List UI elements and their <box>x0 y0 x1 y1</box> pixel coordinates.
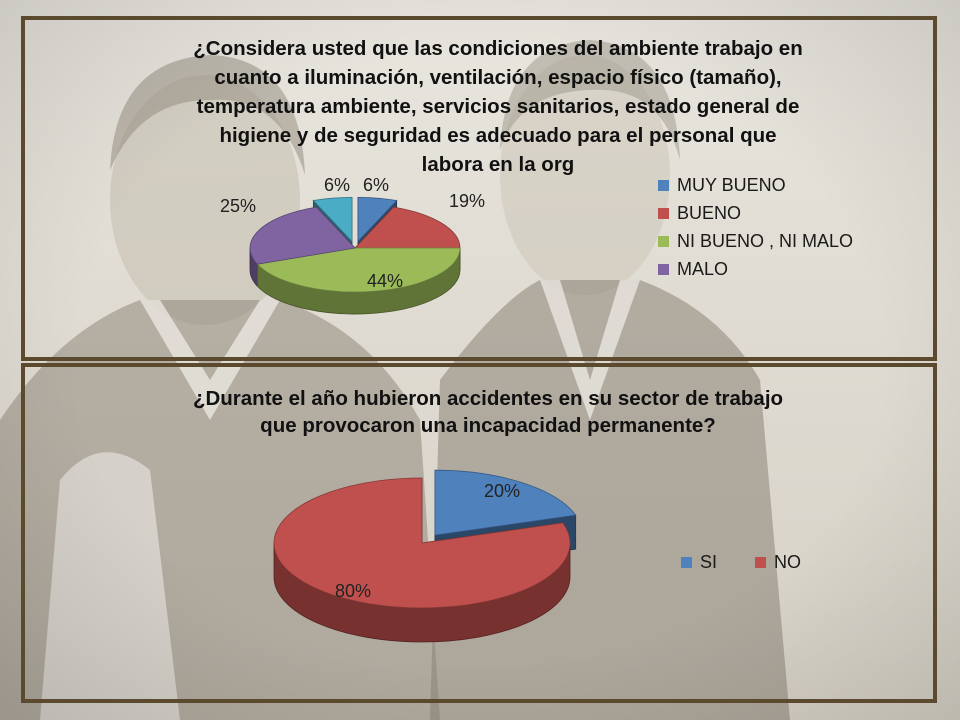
legend-label: MUY BUENO <box>677 174 786 195</box>
chart-2-legend: SI NO <box>681 552 839 573</box>
legend-item-bueno: BUENO <box>658 199 853 227</box>
legend-label: BUENO <box>677 202 742 223</box>
chart-1-title-line: temperatura ambiente, servicios sanitari… <box>196 95 800 118</box>
legend-label: SI <box>700 552 718 572</box>
chart-1-title-line: ¿Considera usted que las condiciones del… <box>193 37 803 60</box>
pie-slice-ni-bueno-ni-malo <box>256 247 461 293</box>
legend-item-malo: MALO <box>658 255 853 283</box>
legend-swatch <box>658 207 669 219</box>
chart-1-title: ¿Considera usted que las condiciones del… <box>128 34 868 179</box>
chart-frame-bottom <box>21 363 937 703</box>
pie-slice-malo <box>249 206 356 265</box>
data-label-malo: 25% <box>220 196 256 216</box>
legend-swatch <box>658 235 669 247</box>
legend-item-si: SI <box>681 552 717 573</box>
chart-1-title-line: cuanto a iluminación, ventilación, espac… <box>214 66 782 89</box>
chart-1-title-line: higiene y de seguridad es adecuado para … <box>219 124 777 147</box>
chart-1-title-line: labora en la org <box>421 153 575 176</box>
data-label-no: 80% <box>335 581 371 601</box>
legend-item-ni-bueno-ni-malo: NI BUENO , NI MALO <box>658 227 853 255</box>
data-label-bueno: 19% <box>449 191 485 211</box>
pie-slices <box>249 197 461 315</box>
pie-slice-si <box>434 469 577 536</box>
legend-swatch <box>658 263 669 275</box>
legend-label: MALO <box>677 258 729 279</box>
legend-swatch <box>755 557 767 568</box>
legend-item-no: NO <box>755 552 801 573</box>
chart-2-title-line: ¿Durante el año hubieron accidentes en s… <box>192 387 784 410</box>
legend-swatch <box>681 557 692 568</box>
pie-slices <box>273 469 577 643</box>
chart-1-legend: MUY BUENO BUENO NI BUENO , NI MALO MALO <box>658 171 853 283</box>
data-label-si: 20% <box>484 481 520 501</box>
legend-label: NO <box>774 552 802 572</box>
chart-2-title-line: que provocaron una incapacidad permanent… <box>260 414 716 437</box>
data-label-ni-bueno-ni-malo: 44% <box>367 271 403 291</box>
pie-slice-muy-bueno <box>357 197 398 243</box>
data-label-muy-bueno: 6% <box>363 175 389 195</box>
legend-item-muy-bueno: MUY BUENO <box>658 171 853 199</box>
chart-2-title: ¿Durante el año hubieron accidentes en s… <box>118 385 858 439</box>
chart-frame-top <box>21 16 937 361</box>
pie-slice-no <box>273 477 571 609</box>
pie-slice-bueno <box>354 206 461 249</box>
pie-slice-slice-4 <box>312 197 353 243</box>
legend-label: NI BUENO , NI MALO <box>677 230 854 251</box>
data-label-slice-4: 6% <box>324 175 350 195</box>
legend-swatch <box>658 179 669 191</box>
